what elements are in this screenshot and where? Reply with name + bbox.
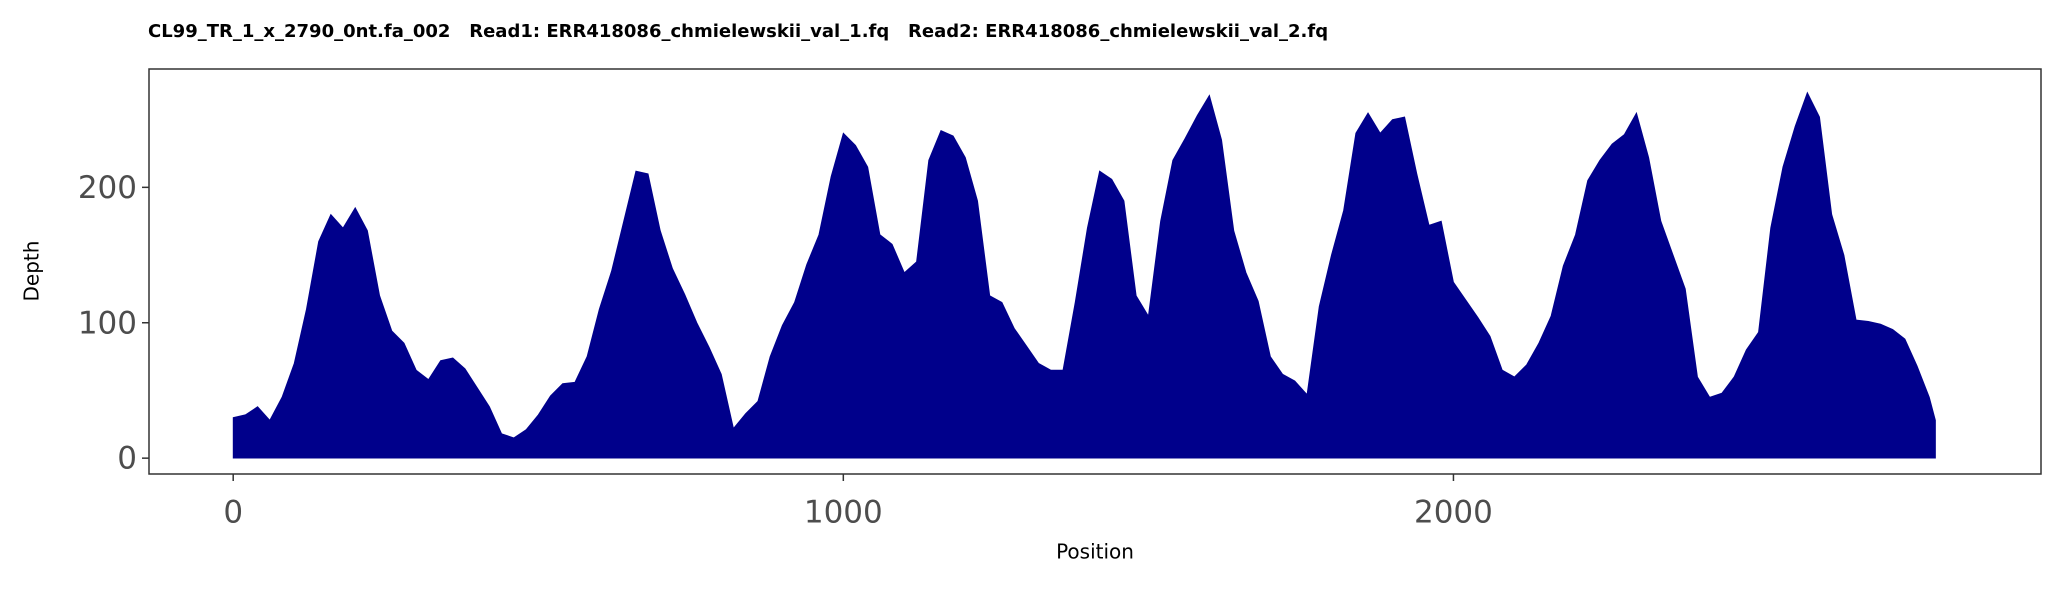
y-tick-label: 100: [78, 305, 137, 341]
y-tick-label: 200: [78, 170, 137, 206]
y-tick-label: 0: [117, 441, 137, 477]
x-axis-label: Position: [1056, 540, 1134, 564]
x-tick-label: 0: [223, 495, 243, 531]
x-tick-label: 2000: [1414, 495, 1493, 531]
x-tick-label: 1000: [804, 495, 883, 531]
coverage-area: [232, 91, 1936, 459]
plot-frame: [148, 68, 2042, 475]
chart-title: CL99_TR_1_x_2790_0nt.fa_002 Read1: ERR41…: [148, 21, 1328, 42]
y-axis-label: Depth: [20, 241, 44, 302]
